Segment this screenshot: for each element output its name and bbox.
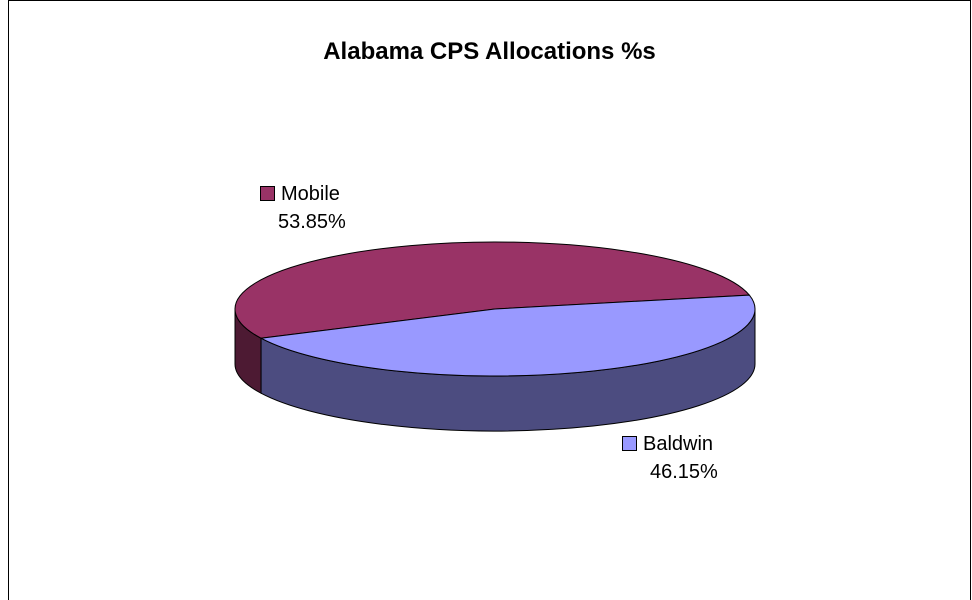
legend-key-mobile [260, 186, 275, 201]
slice-name-mobile: Mobile [281, 183, 340, 205]
chart-title: Alabama CPS Allocations %s [323, 38, 656, 65]
slice-name-baldwin: Baldwin [643, 433, 714, 455]
slice-value-mobile: 53.85% [278, 211, 346, 233]
slice-label-mobile: Mobile 53.85% [260, 180, 346, 236]
legend-key-baldwin [622, 436, 637, 451]
slice-value-baldwin: 46.15% [650, 461, 718, 483]
slice-label-baldwin: Baldwin 46.15% [622, 430, 718, 486]
pie-chart [234, 241, 756, 432]
chart-frame: Alabama CPS Allocations %s Mobile 53.85%… [8, 0, 971, 600]
pie-slice-mobile [234, 241, 751, 339]
pie-tops [234, 241, 756, 377]
pie-slice-baldwin [259, 294, 756, 377]
